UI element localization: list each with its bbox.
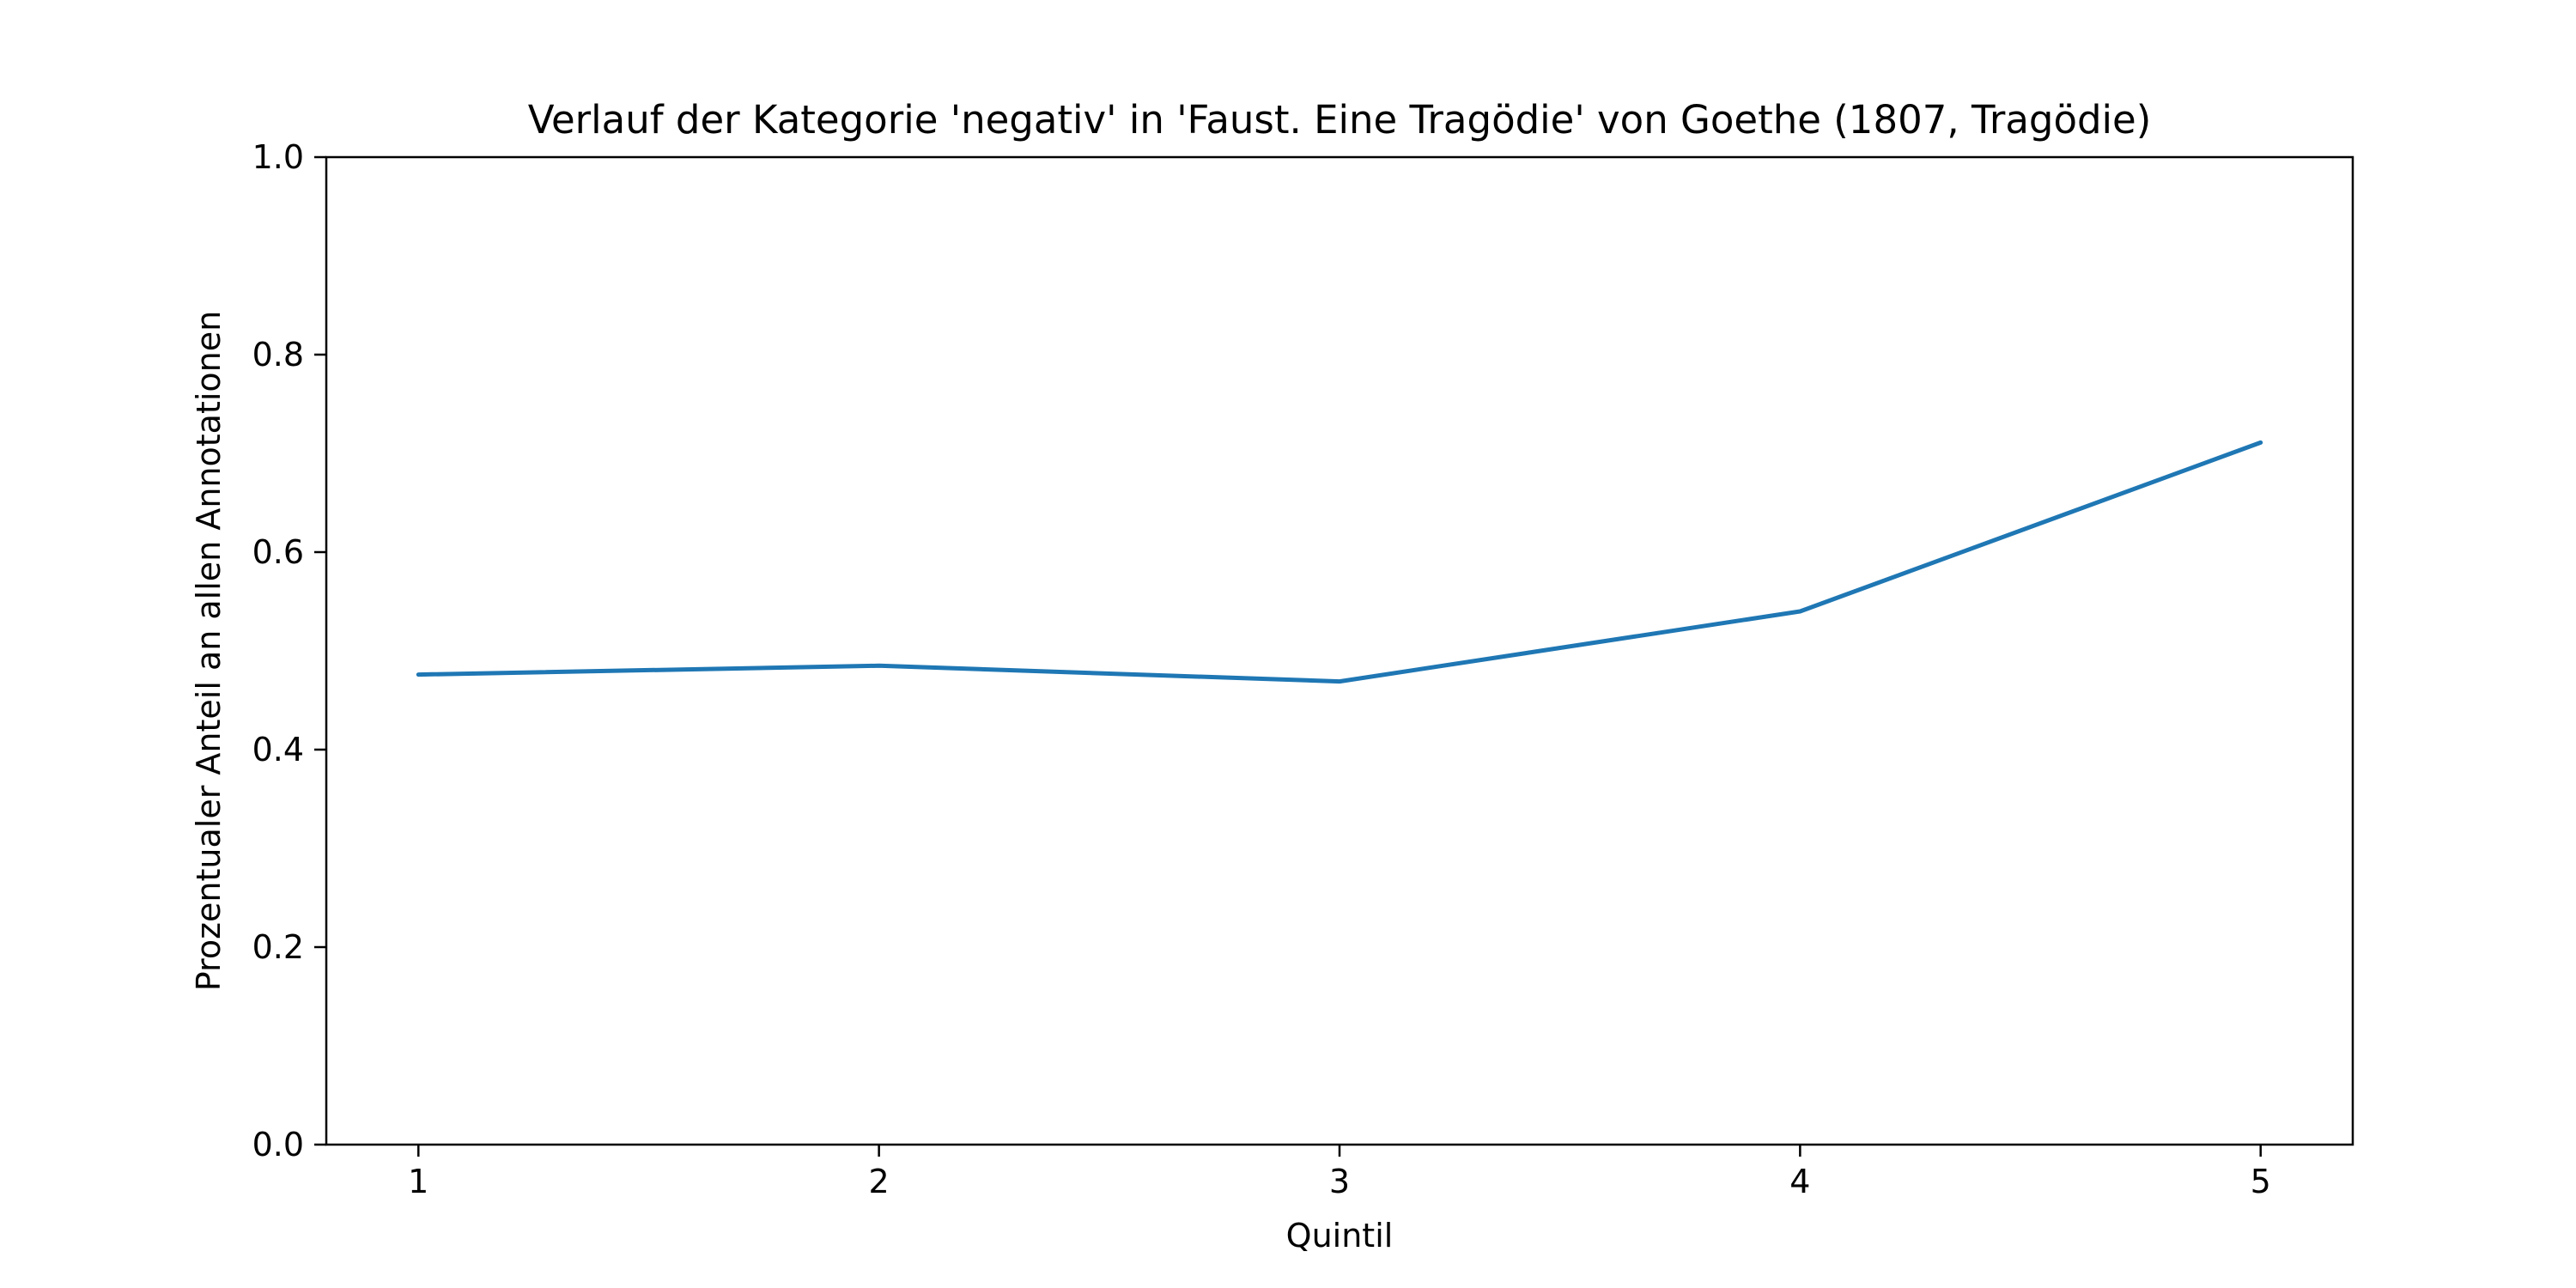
y-tick-label: 0.8	[252, 336, 304, 374]
series-line-0	[416, 440, 2263, 684]
x-tick-label: 4	[1789, 1163, 1810, 1200]
plot-area	[326, 157, 2353, 1145]
x-tick-label: 3	[1329, 1163, 1350, 1200]
x-axis-ticks: 1 2 3 4 5	[408, 1145, 2271, 1200]
y-tick-label: 1.0	[252, 138, 304, 176]
y-axis-label: Prozentualer Anteil an allen Annotatione…	[190, 311, 228, 991]
x-axis-label: Quintil	[1286, 1217, 1394, 1255]
y-axis-ticks: 0.0 0.2 0.4 0.6 0.8 1.0	[252, 138, 326, 1163]
x-tick-label: 5	[2251, 1163, 2271, 1200]
y-tick-label: 0.0	[252, 1126, 304, 1163]
y-tick-label: 0.6	[252, 533, 304, 571]
series-layer	[416, 440, 2263, 684]
x-tick-label: 1	[408, 1163, 428, 1200]
chart-title: Verlauf der Kategorie 'negativ' in 'Faus…	[528, 97, 2152, 143]
y-tick-label: 0.2	[252, 928, 304, 966]
x-tick-label: 2	[869, 1163, 890, 1200]
y-tick-label: 0.4	[252, 731, 304, 769]
